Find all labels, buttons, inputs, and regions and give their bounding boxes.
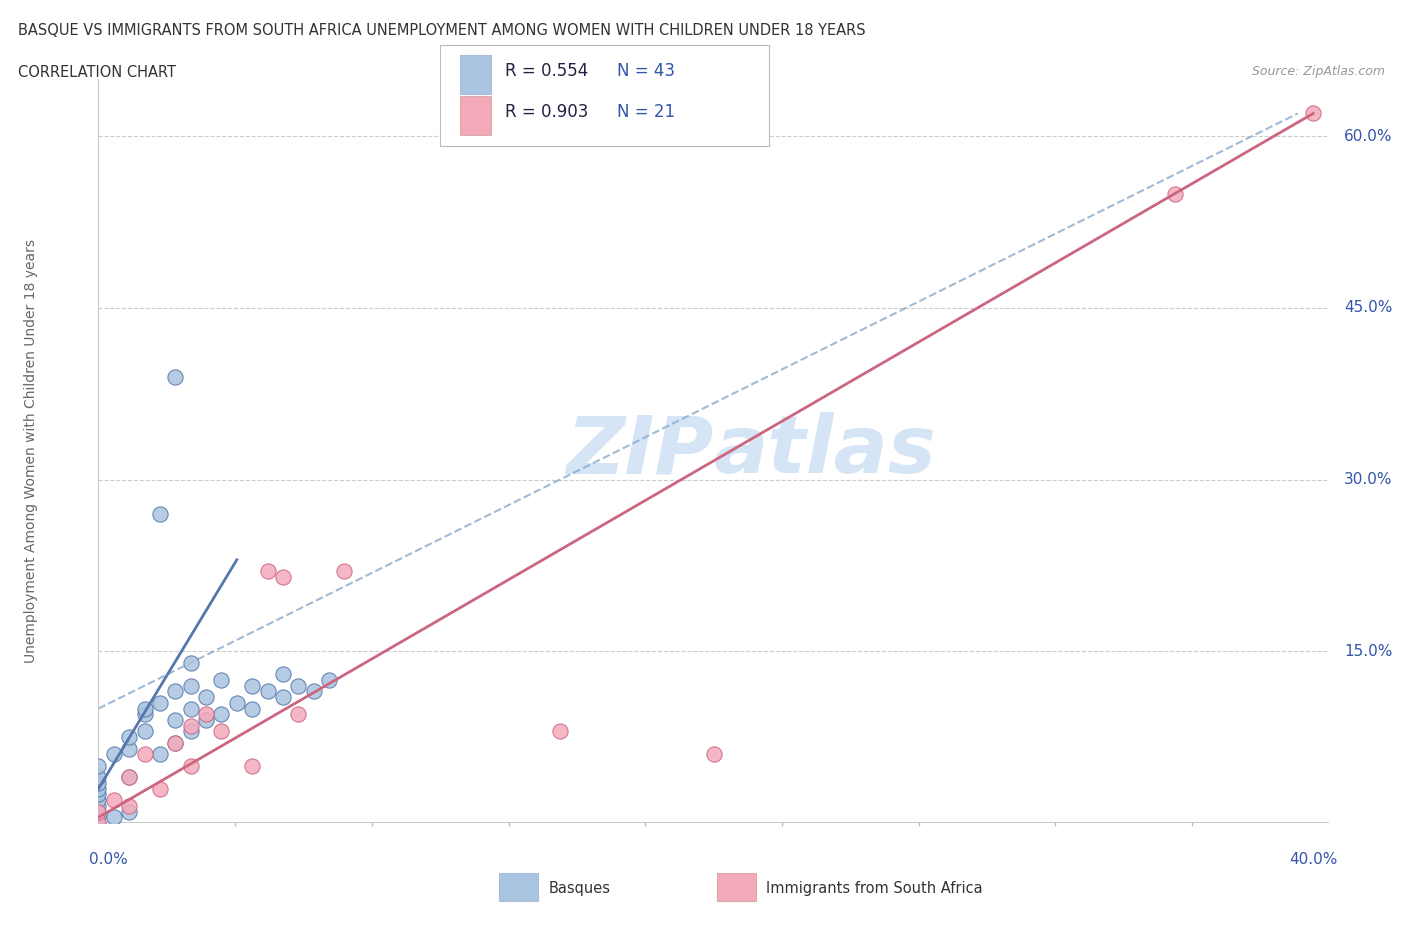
Point xyxy=(87,810,110,825)
Text: N = 21: N = 21 xyxy=(617,103,675,121)
Text: 40.0%: 40.0% xyxy=(1289,852,1339,867)
Point xyxy=(180,678,202,693)
Point xyxy=(180,701,202,716)
Point xyxy=(165,712,187,727)
Text: atlas: atlas xyxy=(714,412,936,490)
Point xyxy=(225,696,247,711)
Text: CORRELATION CHART: CORRELATION CHART xyxy=(18,65,176,80)
Point xyxy=(211,707,233,722)
Point xyxy=(134,701,156,716)
Point xyxy=(103,792,125,807)
Point xyxy=(256,564,278,578)
Point xyxy=(87,781,110,796)
Text: 0.0%: 0.0% xyxy=(89,852,128,867)
Point xyxy=(87,804,110,819)
Point xyxy=(149,747,172,762)
Point xyxy=(103,810,125,825)
Point xyxy=(271,569,294,584)
Point xyxy=(134,707,156,722)
Point xyxy=(287,707,309,722)
Text: 30.0%: 30.0% xyxy=(1344,472,1392,487)
Point xyxy=(240,678,263,693)
Point xyxy=(180,758,202,773)
Point xyxy=(180,724,202,739)
Point xyxy=(87,804,110,819)
Text: BASQUE VS IMMIGRANTS FROM SOUTH AFRICA UNEMPLOYMENT AMONG WOMEN WITH CHILDREN UN: BASQUE VS IMMIGRANTS FROM SOUTH AFRICA U… xyxy=(18,23,866,38)
Point xyxy=(118,770,141,785)
Point xyxy=(165,369,187,384)
Text: R = 0.903: R = 0.903 xyxy=(505,103,588,121)
Point xyxy=(1164,186,1187,201)
Point xyxy=(87,816,110,830)
Point xyxy=(318,672,340,687)
Point xyxy=(103,747,125,762)
Point xyxy=(548,724,571,739)
Point xyxy=(87,770,110,785)
Point xyxy=(87,799,110,814)
Point xyxy=(302,684,325,698)
Point xyxy=(87,816,110,830)
Point xyxy=(87,787,110,802)
Point xyxy=(287,678,309,693)
Text: Immigrants from South Africa: Immigrants from South Africa xyxy=(766,881,983,896)
Point xyxy=(240,701,263,716)
Point xyxy=(165,684,187,698)
Point xyxy=(87,776,110,790)
Point xyxy=(180,718,202,733)
Point xyxy=(195,712,218,727)
Point xyxy=(180,656,202,671)
Point xyxy=(1302,106,1324,121)
Point xyxy=(240,758,263,773)
Text: 15.0%: 15.0% xyxy=(1344,644,1392,658)
Point xyxy=(271,690,294,705)
Point xyxy=(195,707,218,722)
Text: 60.0%: 60.0% xyxy=(1344,128,1392,144)
Text: N = 43: N = 43 xyxy=(617,62,675,80)
Text: Basques: Basques xyxy=(548,881,610,896)
Point xyxy=(271,667,294,682)
Point xyxy=(149,696,172,711)
Point xyxy=(211,672,233,687)
Point xyxy=(149,781,172,796)
Text: Source: ZipAtlas.com: Source: ZipAtlas.com xyxy=(1251,65,1385,78)
Point xyxy=(703,747,725,762)
Point xyxy=(165,736,187,751)
Point xyxy=(118,799,141,814)
Point xyxy=(118,730,141,745)
Point xyxy=(256,684,278,698)
Point xyxy=(195,690,218,705)
Point xyxy=(87,758,110,773)
Point xyxy=(165,736,187,751)
Point xyxy=(87,792,110,807)
Text: R = 0.554: R = 0.554 xyxy=(505,62,588,80)
Point xyxy=(211,724,233,739)
Point xyxy=(134,724,156,739)
Point xyxy=(118,741,141,756)
Text: 45.0%: 45.0% xyxy=(1344,300,1392,315)
Point xyxy=(134,747,156,762)
Point xyxy=(333,564,356,578)
Point xyxy=(118,804,141,819)
Point xyxy=(149,507,172,522)
Text: ZIP: ZIP xyxy=(567,412,714,490)
Point xyxy=(118,770,141,785)
Text: Unemployment Among Women with Children Under 18 years: Unemployment Among Women with Children U… xyxy=(24,239,38,663)
